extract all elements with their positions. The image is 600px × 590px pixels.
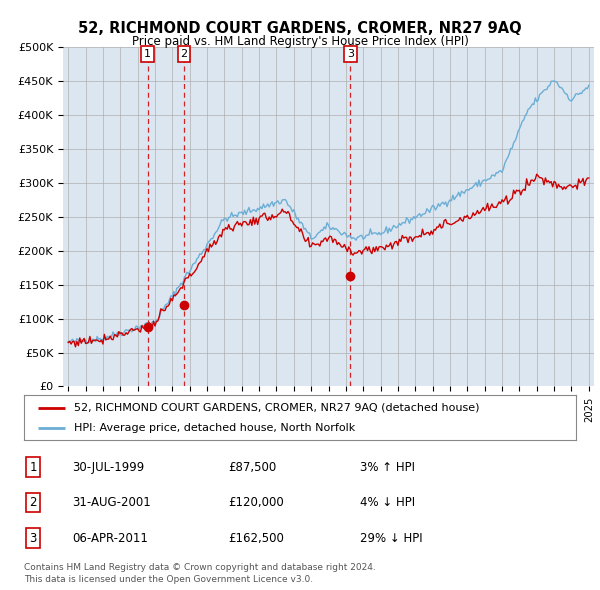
Text: Contains HM Land Registry data © Crown copyright and database right 2024.: Contains HM Land Registry data © Crown c… xyxy=(24,563,376,572)
Text: 2: 2 xyxy=(181,49,188,59)
Text: 31-AUG-2001: 31-AUG-2001 xyxy=(72,496,151,509)
Text: Price paid vs. HM Land Registry's House Price Index (HPI): Price paid vs. HM Land Registry's House … xyxy=(131,35,469,48)
Text: 3: 3 xyxy=(347,49,354,59)
Text: 3: 3 xyxy=(29,532,37,545)
Text: This data is licensed under the Open Government Licence v3.0.: This data is licensed under the Open Gov… xyxy=(24,575,313,584)
Text: £120,000: £120,000 xyxy=(228,496,284,509)
Text: 52, RICHMOND COURT GARDENS, CROMER, NR27 9AQ (detached house): 52, RICHMOND COURT GARDENS, CROMER, NR27… xyxy=(74,403,479,412)
Text: £87,500: £87,500 xyxy=(228,461,276,474)
Text: HPI: Average price, detached house, North Norfolk: HPI: Average price, detached house, Nort… xyxy=(74,423,355,433)
Text: 1: 1 xyxy=(29,461,37,474)
Text: £162,500: £162,500 xyxy=(228,532,284,545)
Text: 30-JUL-1999: 30-JUL-1999 xyxy=(72,461,144,474)
Text: 29% ↓ HPI: 29% ↓ HPI xyxy=(360,532,422,545)
Text: 1: 1 xyxy=(144,49,151,59)
Text: 4% ↓ HPI: 4% ↓ HPI xyxy=(360,496,415,509)
Text: 06-APR-2011: 06-APR-2011 xyxy=(72,532,148,545)
Text: 52, RICHMOND COURT GARDENS, CROMER, NR27 9AQ: 52, RICHMOND COURT GARDENS, CROMER, NR27… xyxy=(78,21,522,35)
Text: 2: 2 xyxy=(29,496,37,509)
Text: 3% ↑ HPI: 3% ↑ HPI xyxy=(360,461,415,474)
